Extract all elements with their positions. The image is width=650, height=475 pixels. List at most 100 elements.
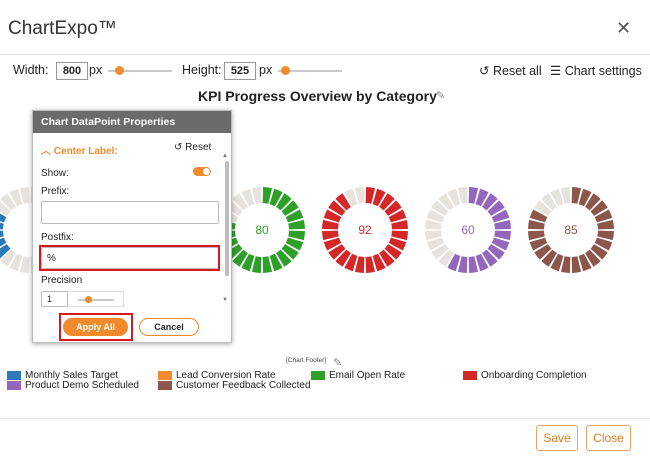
donut-segment — [322, 230, 339, 241]
donut-segment — [590, 244, 608, 260]
donut-segment — [560, 256, 571, 273]
legend-item[interactable]: Product Demo Scheduled — [7, 380, 139, 391]
donut-segment — [365, 187, 376, 204]
reset-all-button[interactable]: ↺ Reset all — [479, 63, 542, 78]
section-label: Center Label: — [53, 146, 118, 157]
donut-segment — [494, 230, 511, 241]
donut-segment — [269, 188, 283, 207]
donut-segment — [529, 209, 548, 223]
scroll-down-icon[interactable]: ▼ — [222, 297, 228, 303]
donut-segment — [344, 188, 358, 207]
legend-item[interactable]: Onboarding Completion — [463, 370, 587, 381]
donut-segment — [328, 244, 346, 260]
divider — [0, 418, 650, 419]
donut-segment — [335, 249, 351, 267]
legend-swatch — [463, 370, 477, 380]
donut-segment — [529, 237, 548, 251]
precision-slider-box — [68, 291, 124, 307]
legend-item[interactable]: Customer Feedback Collected — [158, 380, 311, 391]
height-label: Height: — [182, 63, 222, 77]
donut-segment — [323, 237, 342, 251]
pencil-icon[interactable]: ✎ — [436, 90, 446, 102]
show-label: Show: — [41, 168, 69, 179]
donut-segment — [560, 187, 571, 204]
donut-segment — [335, 193, 351, 211]
donut-value-label: 85 — [564, 223, 578, 237]
donut-segment — [534, 200, 552, 216]
pencil-icon[interactable]: ✎ — [333, 357, 343, 369]
donut-segment — [0, 222, 4, 230]
donut-segment — [241, 188, 255, 207]
donut-segment — [281, 244, 299, 260]
precision-input[interactable]: 1 — [41, 291, 68, 307]
donut-segment — [388, 237, 407, 251]
legend-label: Onboarding Completion — [481, 370, 587, 381]
undo-icon: ↺ — [174, 142, 183, 153]
save-button[interactable]: Save — [536, 425, 578, 451]
chevron-up-icon: ︿ — [41, 146, 51, 157]
scroll-up-icon[interactable]: ▲ — [222, 153, 228, 159]
height-input[interactable]: 525 — [224, 62, 256, 80]
donut-segment — [475, 188, 489, 207]
donut-segment — [232, 193, 248, 211]
app-title: ChartExpo™ — [8, 18, 117, 39]
close-button[interactable]: Close — [586, 425, 631, 451]
donut-segment — [571, 256, 582, 273]
donut-segment — [288, 219, 305, 230]
panel-scrollbar-thumb[interactable] — [225, 161, 229, 276]
sliders-icon: ☰ — [550, 64, 562, 78]
donut-segment — [344, 253, 358, 272]
precision-slider[interactable] — [78, 299, 114, 301]
legend-swatch — [7, 380, 21, 390]
prefix-input[interactable] — [41, 201, 219, 224]
donut-segment — [391, 219, 408, 230]
legend-item[interactable]: Email Open Rate — [311, 370, 405, 381]
chart-title[interactable]: KPI Progress Overview by Category — [198, 88, 437, 104]
donut-segment — [19, 256, 30, 273]
donut-segment — [269, 253, 283, 272]
legend-label: Product Demo Scheduled — [25, 380, 139, 391]
show-toggle[interactable] — [193, 167, 211, 176]
donut-segment — [285, 209, 304, 223]
donut-segment — [281, 200, 299, 216]
apply-all-button[interactable]: Apply All — [63, 318, 128, 336]
donut-3: 92 — [322, 187, 408, 273]
cancel-button[interactable]: Cancel — [139, 318, 199, 336]
height-slider-handle[interactable] — [281, 66, 290, 75]
donut-segment — [285, 237, 304, 251]
undo-icon: ↺ — [479, 64, 490, 78]
width-slider-handle[interactable] — [115, 66, 124, 75]
donut-segment — [0, 237, 7, 247]
donut-segment — [594, 209, 613, 223]
donut-value-label: 60 — [461, 223, 475, 237]
chart-footer-tag[interactable]: [Chart Footer] — [286, 357, 327, 364]
width-input[interactable]: 800 — [56, 62, 88, 80]
donut-segment — [438, 193, 454, 211]
donut-segment — [438, 249, 454, 267]
donut-segment — [541, 193, 557, 211]
legend-item[interactable]: Monthly Sales Target — [7, 370, 118, 381]
donut-segment — [487, 200, 505, 216]
donut-segment — [590, 200, 608, 216]
donut-4: 60 — [425, 187, 511, 273]
donut-value-label: 92 — [358, 223, 372, 237]
divider — [0, 54, 650, 55]
center-label-section[interactable]: ︿ Center Label: — [41, 142, 118, 157]
legend-item[interactable]: Lead Conversion Rate — [158, 370, 276, 381]
reset-all-label: Reset all — [492, 64, 542, 78]
precision-slider-handle[interactable] — [85, 296, 92, 303]
panel-reset-button[interactable]: ↺ Reset — [174, 142, 211, 153]
donut-segment — [251, 187, 262, 204]
donut-segment — [276, 249, 292, 267]
chart-settings-button[interactable]: ☰ Chart settings — [550, 63, 642, 78]
donut-segment — [578, 253, 592, 272]
width-slider[interactable] — [108, 70, 172, 72]
close-icon[interactable]: ✕ — [616, 18, 632, 38]
highlight-box — [59, 313, 133, 341]
width-unit: px — [89, 63, 103, 77]
donut-segment — [372, 253, 386, 272]
height-slider[interactable] — [278, 70, 342, 72]
donut-segment — [425, 219, 442, 230]
highlight-box — [39, 245, 220, 271]
donut-segment — [597, 230, 614, 241]
